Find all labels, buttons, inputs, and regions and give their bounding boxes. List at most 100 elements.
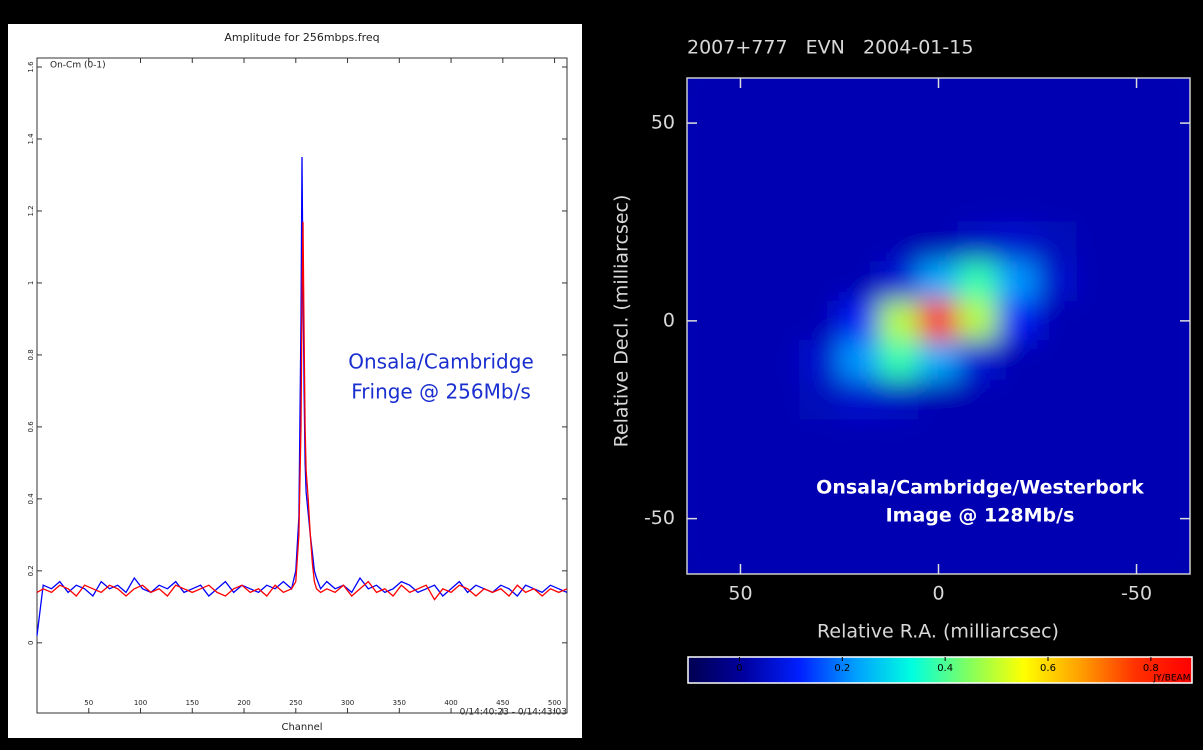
heatmap-cell: [1116, 340, 1157, 381]
heatmap-cell: [1077, 221, 1118, 262]
y-tick-label: 0.6: [27, 421, 35, 433]
annotation: Onsala/Cambridge: [348, 350, 534, 374]
heatmap-cell: [760, 142, 801, 183]
colorbar-tick-label: 0.8: [1143, 663, 1159, 674]
heatmap-cell: [879, 538, 920, 579]
y-tick-label: 1.2: [27, 205, 35, 216]
colorbar-label: JY/BEAM: [1153, 674, 1191, 684]
heatmap-cell: [799, 182, 840, 223]
heatmap-cell: [918, 103, 959, 144]
y-tick-label: 50: [651, 112, 675, 134]
heatmap-cell: [958, 538, 999, 579]
heatmap-cell: [1037, 142, 1078, 183]
heatmap-cell: [879, 301, 920, 342]
heatmap-cell: [839, 340, 880, 381]
heatmap-cell: [918, 221, 959, 262]
annotation: Image @ 128Mb/s: [886, 505, 1075, 527]
chart-title: 2007+777 EVN 2004-01-15: [687, 37, 973, 59]
heatmap-cell: [997, 261, 1038, 302]
heatmap-cell: [799, 538, 840, 579]
x-tick-label: 300: [341, 699, 354, 707]
heatmap-cell: [879, 340, 920, 381]
heatmap-cell: [997, 103, 1038, 144]
heatmap-cell: [760, 380, 801, 421]
y-tick-label: -50: [644, 507, 675, 529]
x-tick-label: 450: [496, 699, 509, 707]
heatmap-cell: [799, 301, 840, 342]
heatmap-cell: [839, 380, 880, 421]
heatmap-cell: [879, 419, 920, 460]
heatmap-cell: [918, 419, 959, 460]
heatmap-cell: [958, 103, 999, 144]
heatmap-cell: [1037, 301, 1078, 342]
heatmap-cell: [1116, 103, 1157, 144]
heatmap-cell: [1116, 142, 1157, 183]
y-tick-label: 0.4: [27, 493, 35, 505]
x-axis-label: Channel: [281, 722, 322, 733]
heatmap-cell: [839, 261, 880, 302]
heatmap-cell: [997, 221, 1038, 262]
heatmap-cell: [760, 221, 801, 262]
heatmap-cell: [1037, 103, 1078, 144]
heatmap-cell: [799, 221, 840, 262]
heatmap-cell: [720, 498, 761, 539]
x-tick-label: 50: [84, 699, 93, 707]
heatmap-cell: [720, 221, 761, 262]
colorbar-tick-label: 0.4: [937, 663, 953, 674]
heatmap-cell: [760, 419, 801, 460]
colorbar-tick-label: 0.6: [1040, 663, 1056, 674]
heatmap-cell: [879, 261, 920, 302]
x-tick-label: -50: [1121, 583, 1152, 605]
heatmap-cell: [720, 142, 761, 183]
subtitle: On-Cm (0-1): [50, 61, 106, 71]
heatmap-cell: [1077, 301, 1118, 342]
heatmap-cell: [1037, 340, 1078, 381]
x-tick-label: 100: [134, 699, 147, 707]
x-tick-label: 150: [186, 699, 199, 707]
heatmap-cell: [720, 340, 761, 381]
heatmap-cell: [760, 498, 801, 539]
heatmap-cell: [1037, 538, 1078, 579]
heatmap-cell: [1116, 221, 1157, 262]
heatmap-cell: [997, 182, 1038, 223]
heatmap-cell: [1037, 261, 1078, 302]
heatmap-cell: [958, 261, 999, 302]
heatmap-cell: [720, 301, 761, 342]
y-tick-label: 0: [663, 309, 675, 331]
heatmap-cell: [958, 182, 999, 223]
y-tick-label: 0: [27, 641, 35, 645]
colorbar-tick-label: 0.2: [834, 663, 850, 674]
heatmap-cell: [760, 340, 801, 381]
x-tick-label: 200: [237, 699, 250, 707]
heatmap-cell: [839, 221, 880, 262]
heatmap-cell: [918, 301, 959, 342]
heatmap-cell: [720, 182, 761, 223]
heatmap-cell: [997, 419, 1038, 460]
heatmap-cell: [918, 182, 959, 223]
heatmap-cells: [681, 63, 1197, 578]
heatmap-cell: [1077, 340, 1118, 381]
heatmap-cell: [997, 301, 1038, 342]
heatmap-cell: [997, 340, 1038, 381]
heatmap-cell: [958, 301, 999, 342]
heatmap-cell: [1116, 182, 1157, 223]
heatmap-cell: [1116, 261, 1157, 302]
heatmap-cell: [1077, 261, 1118, 302]
heatmap-cell: [760, 103, 801, 144]
heatmap-cell: [1037, 182, 1078, 223]
x-tick-label: 250: [289, 699, 302, 707]
heatmap-cell: [1116, 380, 1157, 421]
heatmap-cell: [839, 142, 880, 183]
heatmap-cell: [760, 261, 801, 302]
heatmap-cell: [799, 340, 840, 381]
y-tick-label: 1.4: [27, 133, 35, 145]
x-axis-label: Relative R.A. (milliarcsec): [817, 621, 1059, 643]
heatmap-cell: [799, 142, 840, 183]
heatmap-cell: [958, 221, 999, 262]
annotation: Fringe @ 256Mb/s: [351, 380, 531, 404]
heatmap-cell: [720, 459, 761, 500]
heatmap-cell: [879, 142, 920, 183]
heatmap-cell: [879, 380, 920, 421]
y-tick-label: 1.6: [27, 61, 35, 73]
x-tick-label: 500: [548, 699, 561, 707]
